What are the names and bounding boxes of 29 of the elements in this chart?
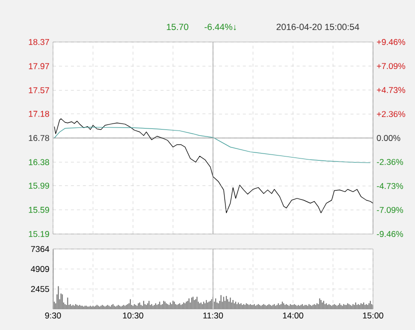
x-tick-label: 9:30 (45, 312, 61, 319)
y-tick-label: 7364 (31, 246, 50, 252)
y-tick-label: 17.97 (28, 63, 50, 70)
y2-tick-label: -4.73% (376, 183, 404, 189)
x-tick-label: 14:00 (283, 312, 304, 319)
y2-tick-label: +9.46% (376, 39, 406, 46)
y-tick-label: 15.19 (28, 231, 50, 237)
y-tick-label: 15.59 (28, 206, 50, 213)
y2-tick-label: -9.46% (376, 231, 404, 237)
y2-tick-label: +7.09% (376, 63, 406, 70)
y2-tick-label: -2.36% (376, 158, 404, 165)
x-tick-label: 15:00 (363, 312, 384, 319)
y2-tick-label: +4.73% (376, 87, 406, 93)
text: 15.70 (166, 24, 188, 30)
y2-tick-label: 0.00% (376, 135, 400, 141)
x-tick-label: 10:30 (123, 312, 144, 319)
y-tick-label: 17.18 (28, 110, 50, 117)
y-tick-label: 2455 (31, 286, 50, 292)
y-tick-label: 4909 (30, 266, 50, 272)
y-tick-label: 16.78 (28, 135, 50, 141)
y-tick-label: 17.57 (28, 87, 50, 94)
text: 2016-04-20 15:00:54 (276, 24, 360, 30)
y-tick-label: 18.37 (28, 39, 50, 45)
y-tick-label: 16.38 (28, 159, 50, 166)
x-tick-label: 11:30 (203, 312, 223, 319)
y-tick-label: 15.99 (28, 182, 50, 189)
text: -6.44%↓ (204, 24, 236, 30)
y2-tick-label: +2.36% (376, 111, 406, 118)
y2-tick-label: -7.09% (376, 206, 404, 213)
